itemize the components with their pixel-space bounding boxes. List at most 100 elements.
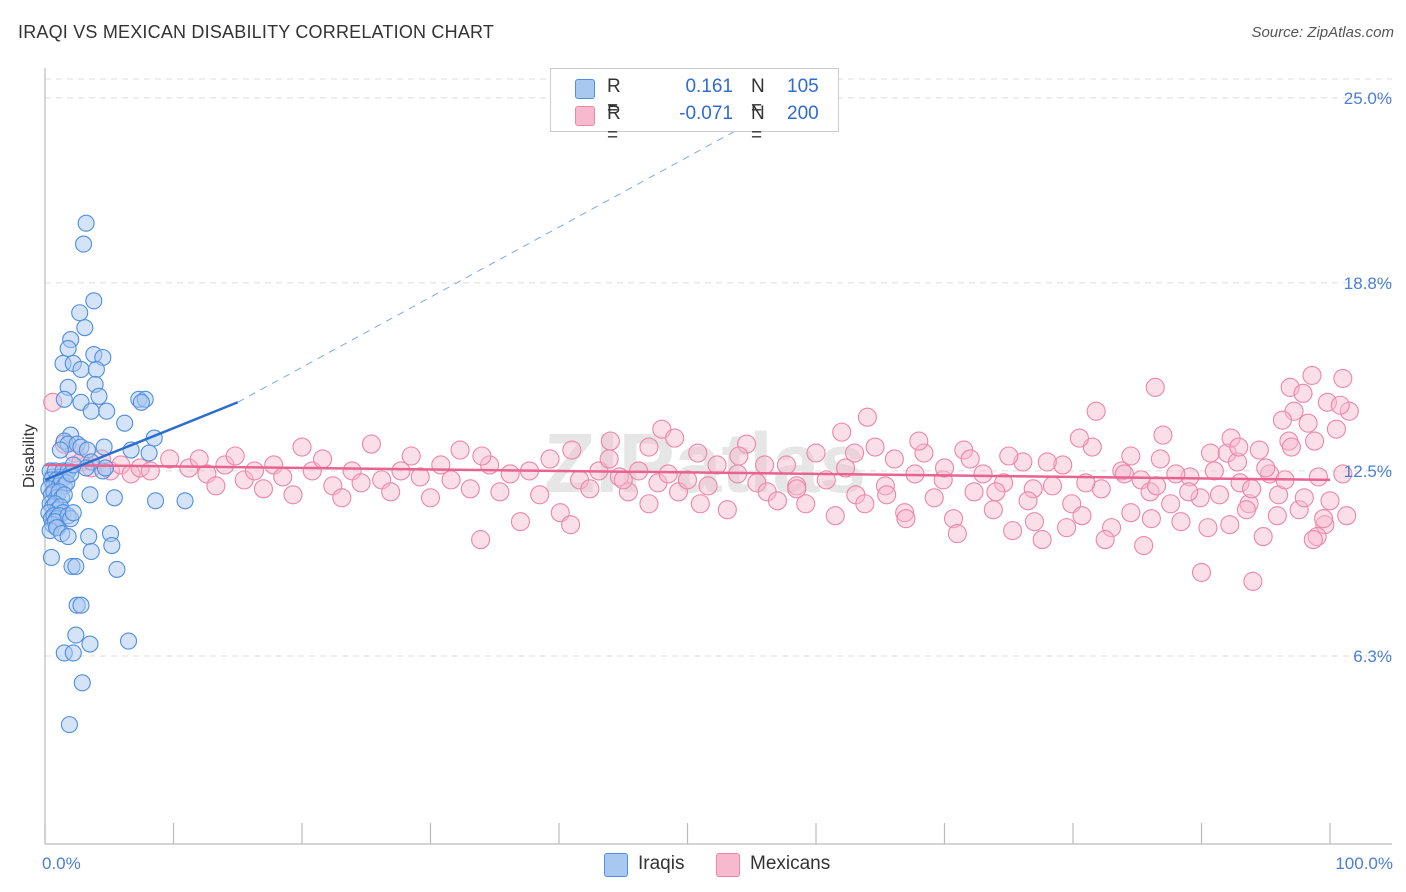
mexicans-point [253,479,274,499]
mexicans-point [313,449,333,469]
mexicans-point [1114,464,1134,484]
iraqis-point [76,319,94,337]
correlation-legend: R = 0.161 N = 105 R = -0.071 N = 200 [550,68,839,146]
mexicans-point [1209,485,1230,505]
mexicans-point [1249,440,1269,460]
n-label: N = [751,103,765,146]
mexicans-point [441,470,461,490]
iraqis-point [59,528,77,546]
iraqis-point [132,393,150,411]
iraqis-point [103,536,121,555]
mexicans-point [1146,476,1167,496]
mexicans-point [1200,443,1221,463]
mexicans-point [776,455,796,475]
mexicans-point [855,494,875,514]
mexicans-point [361,434,381,454]
mexicans-point [755,455,775,475]
mexicans-point [244,461,265,481]
mexicans-point [1121,503,1141,523]
mexicans-point [1141,509,1161,529]
mexicans-point [729,446,749,466]
iraqis-point [98,402,116,420]
mexicans-point [1227,452,1248,472]
mexicans-point [1272,410,1293,430]
y-tick-label: 12.5% [1344,462,1392,481]
x-tick-label: 0.0% [42,854,81,873]
mexicans-point [986,482,1006,502]
mexicans-point [665,428,685,448]
mexicans-point [639,494,659,514]
iraqis-point [59,340,77,358]
iraqis-trend-extension [237,79,830,403]
mexicans-point [947,524,967,544]
mexicans-point [381,482,401,502]
mexicans-point [562,440,582,460]
mexicans-legend-swatch [716,853,740,877]
mexicans-point [1069,428,1089,448]
mexicans-point [530,485,550,505]
mexicans-point [613,470,633,490]
mexicans-point [401,446,421,466]
mexicans-point [1333,464,1353,484]
mexicans-point [1032,530,1052,550]
mexicans-point [698,476,718,496]
mexicans-point [816,470,836,490]
mexicans-point [1145,377,1165,397]
mexicans-point [1171,512,1191,532]
iraqis-trend-line [44,401,239,482]
mexicans-point [1121,446,1141,466]
mexicans-point [1042,476,1062,496]
mexicans-point [973,464,993,484]
mexicans-point [934,458,955,478]
iraqis-point [87,360,105,378]
mexicans-point [796,494,816,514]
mexicans-point [1315,515,1335,535]
iraqis-point [146,492,165,510]
iraqis-point [71,304,89,322]
iraqis-point [73,674,91,692]
mexicans-point [884,449,904,469]
mexicans-point [983,500,1003,520]
r-label: R = [607,103,621,146]
mexicans-point [471,530,491,550]
mexicans-point [914,443,934,463]
chart-title: IRAQI VS MEXICAN DISABILITY CORRELATION … [18,22,495,42]
mexicans-point [1053,455,1073,475]
mexicans-point [1179,482,1199,502]
mexicans-point [206,476,226,496]
mexicans-point [410,467,430,487]
chart-source: Source: ZipAtlas.com [1251,24,1394,41]
mexicans-point [599,449,619,469]
mexicans-point [1320,491,1340,511]
y-tick-label: 25.0% [1344,89,1392,108]
r-label: R = [607,76,621,119]
iraqis-point [64,644,82,662]
mexicans-point [332,488,352,508]
y-tick-label: 18.8% [1344,274,1392,293]
mexicans-point [924,488,944,508]
mexicans-point [737,434,757,454]
iraqis-point [81,635,99,653]
mexicans-point [857,407,877,427]
mexicans-point [351,473,371,493]
iraqis-point [96,459,114,477]
mexicans-point [1018,491,1038,511]
iraqis-point [108,560,126,578]
iraqis-point [55,390,73,408]
n-value: 200 [787,103,819,124]
mexicans-point [225,446,245,466]
mexicans-point [767,491,788,511]
mexicans-point [639,437,659,457]
mexicans-point [688,443,708,463]
x-tick-labels: 0.0% 100.0% [42,854,1393,873]
iraqis-point [85,292,103,310]
mexicans-point [1134,535,1154,556]
mexicans-point [1112,461,1132,481]
mexicans-point [540,449,560,469]
iraqis-point [60,716,78,734]
mexicans-point [510,512,531,532]
y-axis-label: Disability [21,424,38,488]
mexicans-point [1037,452,1057,472]
mexicans-point [896,509,916,529]
mexicans-point [160,449,180,469]
